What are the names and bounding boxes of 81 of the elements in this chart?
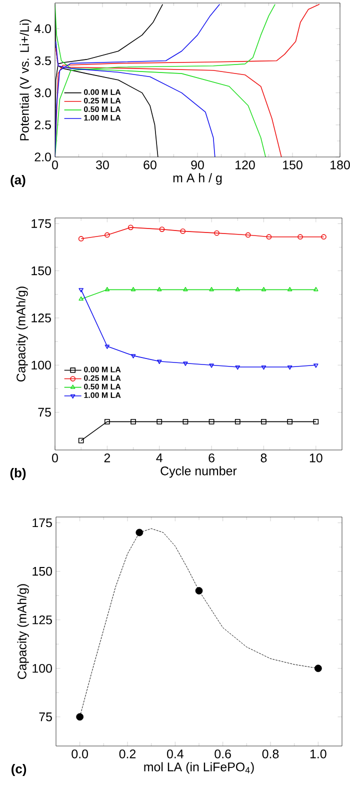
point (104, 419, 110, 424)
x-axis-title: m A h / g (173, 173, 222, 185)
x-tick-label: 0.4 (166, 750, 184, 758)
point (128, 224, 134, 230)
y-axis-title: Capacity (mAh/g) (16, 286, 28, 382)
point (261, 286, 266, 292)
point (287, 286, 292, 292)
y-tick-label: 3.0 (34, 88, 51, 98)
point (104, 286, 110, 292)
x-axis-title: mol LA (in LiFePO$_{4}$) (144, 762, 254, 774)
point (214, 230, 220, 236)
point (195, 587, 203, 594)
y-tick-label: 125 (32, 314, 51, 322)
point (245, 232, 251, 238)
point (287, 365, 292, 370)
x-tick-label: 2 (104, 454, 110, 462)
point (314, 664, 322, 672)
x-tick-label: 0 (52, 160, 58, 170)
point (183, 362, 188, 366)
point (76, 713, 84, 721)
point (209, 286, 214, 292)
x-axis-title: Cycle number (160, 466, 237, 478)
point (261, 419, 266, 424)
text: (b) (10, 468, 26, 480)
y-tick-label: 2.0 (34, 152, 51, 162)
point (208, 419, 214, 424)
point (156, 419, 162, 424)
y-tick-label: 150 (32, 566, 52, 576)
x-tick-label: 0 (52, 454, 58, 462)
x-tick-label: 1.0 (310, 750, 326, 758)
y-tick-label: 2.5 (34, 120, 51, 130)
point (180, 228, 186, 234)
point (130, 286, 136, 292)
x-tick-label: 0.6 (214, 750, 231, 758)
y-tick-label: 100 (32, 360, 51, 370)
point (234, 419, 240, 424)
y-tick-label: 75 (39, 712, 52, 722)
y-tick-label: 150 (32, 266, 51, 276)
point (183, 286, 188, 292)
x-tick-label: 0.0 (72, 750, 88, 758)
x-tick-label: 0.2 (119, 750, 136, 758)
point (156, 360, 162, 364)
point (156, 286, 162, 292)
point (287, 419, 293, 424)
point (136, 528, 144, 536)
y-tick-label: 75 (38, 408, 51, 417)
x-tick-label: 150 (283, 160, 302, 170)
y-tick-label: 125 (32, 615, 52, 624)
point (130, 419, 136, 424)
point (182, 419, 188, 424)
x-tick-label: 180 (330, 160, 350, 170)
x-tick-label: 90 (191, 160, 204, 170)
point (209, 364, 214, 368)
point (104, 232, 110, 238)
y-axis-title: Capacity (mAh/g) (17, 584, 29, 679)
x-tick-label: 60 (144, 160, 156, 170)
x-tick-label: 8 (260, 454, 267, 462)
x-tick-label: 6 (208, 454, 214, 462)
text: (a) (10, 174, 26, 188)
y-tick-label: 100 (32, 664, 52, 673)
point (78, 438, 84, 444)
point (261, 365, 266, 370)
x-tick-label: 0.8 (262, 750, 279, 758)
point (159, 226, 165, 232)
point (313, 419, 319, 424)
point (235, 365, 240, 370)
point (104, 344, 110, 349)
point (235, 286, 240, 292)
point (266, 234, 272, 240)
y-tick-label: 175 (32, 219, 51, 228)
point (130, 354, 136, 358)
x-tick-label: 30 (96, 160, 109, 170)
x-tick-label: 4 (156, 454, 162, 462)
y-tick-label: 175 (32, 518, 52, 528)
y-tick-label: 4.0 (34, 24, 51, 34)
text: (c) (12, 764, 26, 776)
point (298, 234, 303, 240)
x-tick-label: 120 (236, 160, 255, 170)
y-tick-label: 3.5 (34, 56, 51, 66)
x-tick-label: 10 (310, 454, 322, 462)
y-axis-title: Potential (V vs. Li+/Li) (20, 19, 32, 140)
